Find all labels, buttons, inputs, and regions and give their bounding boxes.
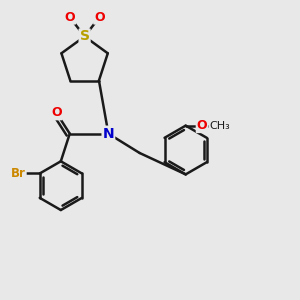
Text: O: O: [64, 11, 75, 24]
Text: O: O: [51, 106, 62, 119]
Text: N: N: [103, 127, 114, 141]
Text: O: O: [94, 11, 105, 24]
Text: O: O: [197, 119, 207, 132]
Text: CH₃: CH₃: [209, 121, 230, 130]
Text: Br: Br: [11, 167, 26, 180]
Text: S: S: [80, 29, 90, 44]
